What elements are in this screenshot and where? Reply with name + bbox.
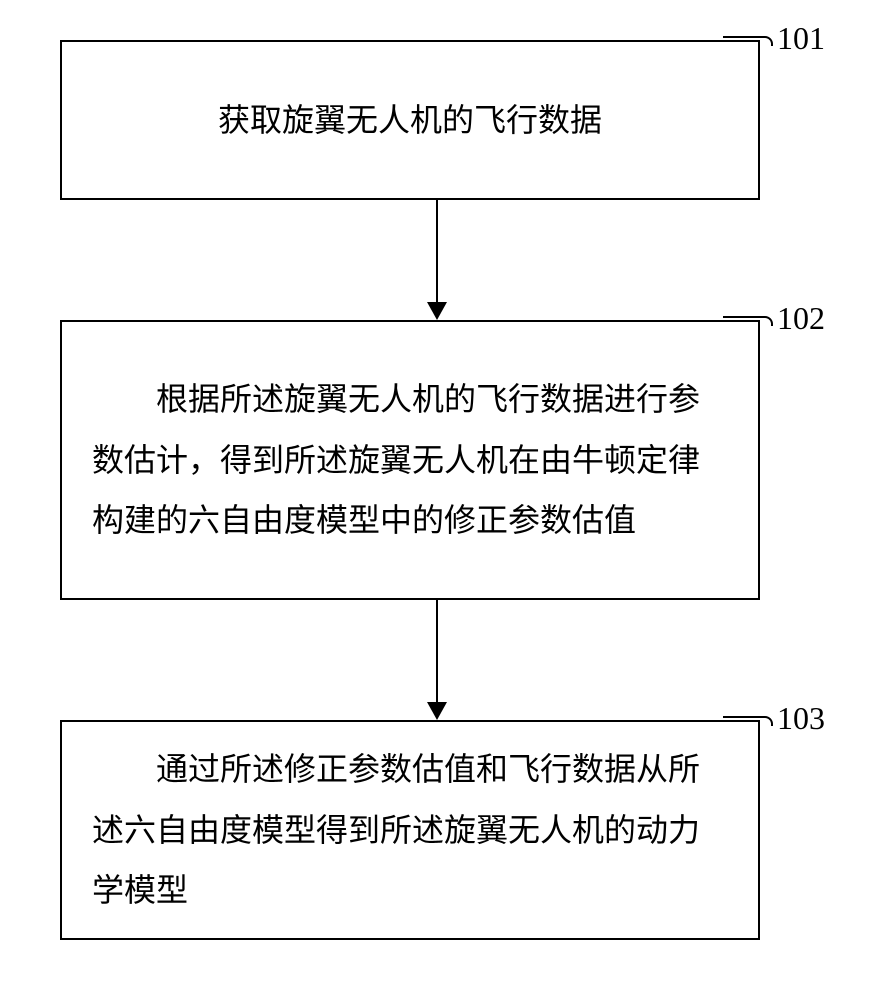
label-connector-102	[723, 316, 773, 326]
arrow-101-to-102	[427, 200, 447, 320]
flow-step-102-text: 根据所述旋翼无人机的飞行数据进行参数估计，得到所述旋翼无人机在由牛顿定律构建的六…	[92, 369, 728, 551]
flowchart-container: 获取旋翼无人机的飞行数据 101 根据所述旋翼无人机的飞行数据进行参数估计，得到…	[0, 0, 874, 1000]
arrow-102-to-103	[427, 600, 447, 720]
flow-step-103-text: 通过所述修正参数估值和飞行数据从所述六自由度模型得到所述旋翼无人机的动力学模型	[92, 739, 728, 921]
flow-step-101-text: 获取旋翼无人机的飞行数据	[92, 90, 728, 151]
label-connector-103	[723, 716, 773, 726]
flow-label-102: 102	[777, 300, 825, 337]
flow-step-103: 通过所述修正参数估值和飞行数据从所述六自由度模型得到所述旋翼无人机的动力学模型	[60, 720, 760, 940]
flow-step-102: 根据所述旋翼无人机的飞行数据进行参数估计，得到所述旋翼无人机在由牛顿定律构建的六…	[60, 320, 760, 600]
arrow-head-icon	[427, 702, 447, 720]
label-connector-101	[723, 36, 773, 46]
arrow-line	[436, 200, 438, 302]
flow-label-101: 101	[777, 20, 825, 57]
flow-label-103: 103	[777, 700, 825, 737]
flow-step-101: 获取旋翼无人机的飞行数据	[60, 40, 760, 200]
arrow-line	[436, 600, 438, 702]
arrow-head-icon	[427, 302, 447, 320]
